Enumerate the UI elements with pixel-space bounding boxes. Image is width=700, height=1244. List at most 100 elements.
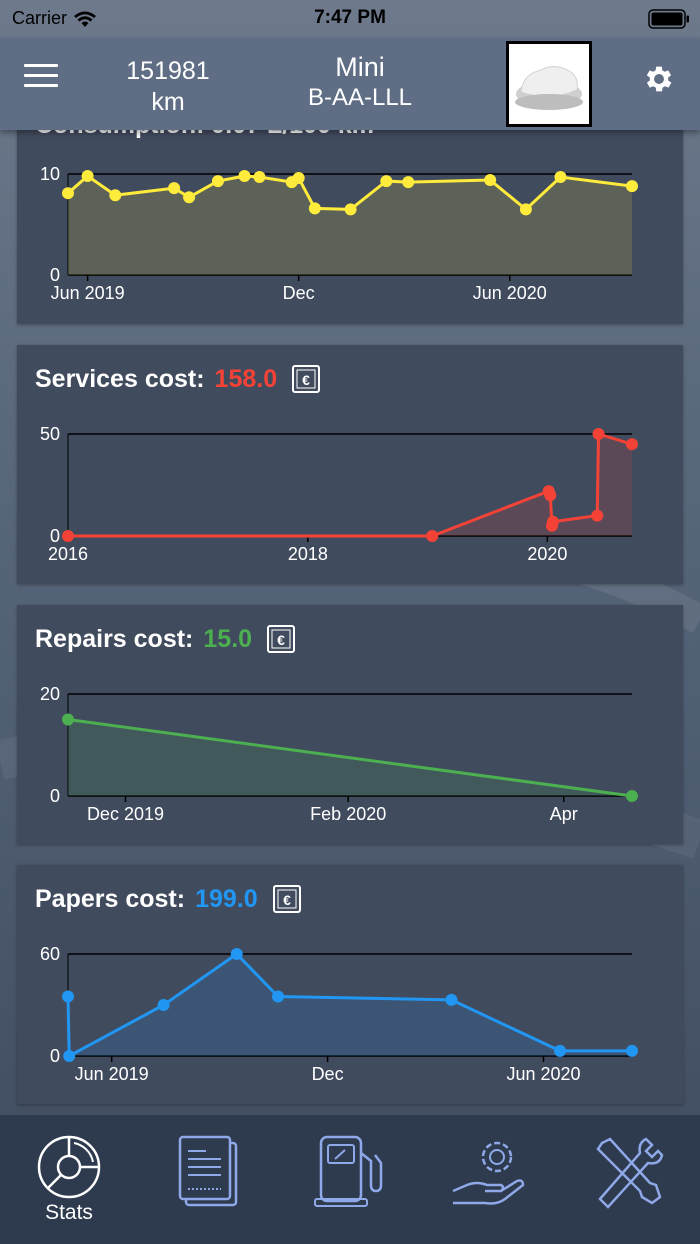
data-point [62, 990, 74, 1003]
services-cost-label: Services cost: [35, 364, 205, 393]
data-point [546, 515, 559, 528]
data-point [292, 172, 305, 185]
app-header: 151981 km Mini B-AA-LLL [0, 38, 700, 130]
series-area [68, 434, 632, 536]
y-tick-label: 20 [40, 684, 60, 704]
data-point [157, 999, 170, 1011]
stats-pie-icon [37, 1135, 101, 1199]
data-point [445, 993, 458, 1006]
data-point [62, 187, 74, 200]
odometer-value: 151981 [126, 57, 210, 85]
wifi-icon [74, 11, 97, 27]
tab-bar: Stats [0, 1115, 700, 1244]
euro-icon[interactable]: € [291, 364, 321, 394]
odometer: 151981 km [100, 56, 236, 118]
papers-document-icon [178, 1135, 238, 1207]
repairs-cost-chart: 20 0 Dec 2019 Feb 2020 Apr [40, 684, 638, 824]
svg-text:€: € [302, 372, 310, 388]
data-point [626, 180, 638, 193]
svg-text:€: € [277, 632, 285, 648]
car-image [515, 66, 583, 110]
data-point [626, 438, 638, 451]
data-point [272, 990, 285, 1003]
x-tick-label: 2018 [288, 544, 328, 564]
x-tick-label: Jun 2019 [51, 283, 125, 303]
y-tick-label: 0 [50, 786, 60, 806]
battery-icon [648, 9, 689, 29]
papers-cost-total: 199.0 [195, 884, 258, 913]
x-tick-label: 2020 [527, 544, 567, 564]
data-point [238, 170, 251, 183]
data-point [109, 189, 122, 202]
data-point [168, 182, 181, 195]
data-point [81, 170, 94, 183]
status-time: 7:47 PM [314, 7, 386, 28]
x-tick-label: Jun 2020 [506, 1064, 580, 1084]
data-point [344, 203, 357, 216]
repairs-cost-label: Repairs cost: [35, 624, 194, 653]
fuel-pump-icon [314, 1135, 383, 1207]
repairs-cost-card[interactable]: Repairs cost: 15.0 € 20 0 Dec 2019 Feb 2020… [17, 605, 683, 844]
services-cost-total: 158.0 [214, 364, 278, 393]
data-point [554, 1044, 567, 1057]
car-name: Mini [335, 52, 385, 82]
data-point [426, 530, 439, 542]
menu-icon[interactable] [24, 64, 58, 90]
repairs-cost-total: 15.0 [203, 624, 253, 653]
tab-stats-label: Stats [45, 1201, 93, 1224]
status-bar: Carrier 7:47 PM [0, 0, 700, 38]
data-point [402, 176, 415, 189]
x-tick-label: Dec [312, 1064, 344, 1084]
y-tick-label: 0 [50, 1046, 60, 1066]
x-tick-label: Dec [283, 283, 315, 303]
data-point [62, 530, 74, 542]
x-tick-label: Apr [550, 804, 578, 824]
data-point [626, 790, 638, 802]
series-line [67, 718, 633, 798]
tab-services[interactable] [445, 1133, 535, 1223]
data-point [63, 1050, 76, 1062]
car-photo[interactable] [506, 41, 592, 127]
data-point [591, 509, 604, 522]
x-tick-label: Jun 2019 [75, 1064, 149, 1084]
x-tick-label: 2016 [48, 544, 88, 564]
settings-gear-icon[interactable] [642, 62, 676, 96]
svg-text:€: € [283, 892, 291, 908]
data-point [484, 174, 497, 187]
tab-stats[interactable]: Stats [24, 1133, 114, 1224]
tab-papers[interactable] [165, 1133, 255, 1223]
tab-repairs[interactable] [584, 1133, 674, 1223]
series-line [66, 952, 632, 1059]
y-tick-label: 50 [40, 424, 60, 444]
car-plate: B-AA-LLL [307, 84, 413, 111]
data-point [62, 713, 74, 726]
data-point [230, 948, 243, 960]
data-point [253, 171, 266, 184]
data-point [544, 489, 557, 502]
data-point [519, 203, 532, 216]
euro-icon[interactable]: € [272, 884, 302, 914]
data-point [183, 191, 196, 204]
service-gear-hand-icon [452, 1141, 525, 1205]
data-point [380, 175, 393, 188]
euro-icon[interactable]: € [266, 624, 296, 654]
carrier-label: Carrier [12, 8, 68, 28]
tab-fuel[interactable] [305, 1133, 395, 1223]
y-tick-label: 60 [40, 944, 60, 964]
x-tick-label: Jun 2020 [473, 283, 547, 303]
y-tick-label: 0 [50, 265, 60, 285]
x-tick-label: Dec 2019 [87, 804, 164, 824]
odometer-unit: km [151, 88, 185, 116]
x-tick-label: Feb 2020 [310, 804, 386, 824]
data-point [211, 175, 224, 188]
car-selector[interactable]: Mini B-AA-LLL [270, 52, 450, 114]
y-tick-label: 10 [40, 164, 60, 184]
papers-cost-card[interactable]: Papers cost: 199.0 € 60 0 Jun 2019 Dec Jun 2… [17, 865, 683, 1104]
data-point [308, 202, 321, 215]
data-point [592, 428, 605, 440]
series-area [68, 954, 632, 1056]
data-point [554, 171, 567, 184]
services-cost-card[interactable]: Services cost: 158.0 € 50 0 2016 2018 2020 [17, 345, 683, 584]
